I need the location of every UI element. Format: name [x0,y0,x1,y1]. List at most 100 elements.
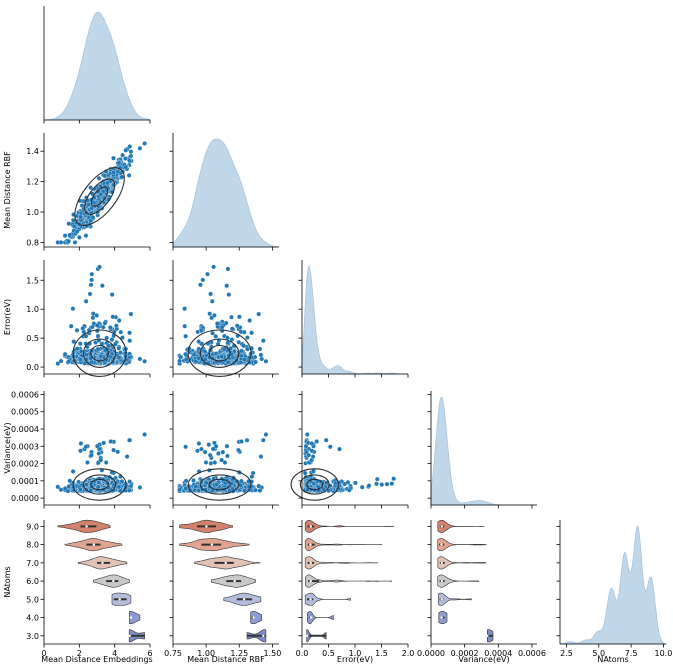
violin-median [128,634,131,637]
scatter-point [78,441,84,446]
scatter-point [80,326,86,331]
y-tick-label: 5.0 [26,595,39,604]
diag-kde-0 [43,11,151,121]
scatter-point [85,460,90,465]
scatter-point [89,324,95,330]
scatter-point [108,439,114,444]
scatter-point [241,329,247,335]
scatter-point [123,164,128,170]
violin-median [210,543,214,546]
x-tick-label: 0.0000 [417,649,445,658]
scatter-point [353,480,358,486]
scatter-point [309,457,314,463]
scatter-point [103,460,109,465]
scatter-point [263,358,269,364]
scatter-point [109,337,115,342]
scatter-point [116,345,122,351]
scatter-point [127,351,132,357]
scatter-point [66,359,72,364]
y-tick-label: 0.0003 [11,442,39,451]
scatter-point [66,484,72,489]
scatter-point [245,335,250,340]
scatter-point [83,333,89,339]
x-tick-label: 0.0006 [518,649,546,658]
scatter-point [106,343,111,349]
scatter-point [216,451,221,456]
kde-contour-2 [72,468,127,501]
scatter-point [93,340,98,345]
violin-median [129,616,133,619]
scatter-point [116,160,122,166]
scatter-point [127,330,132,336]
violin-median [252,616,255,619]
scatter-point [128,149,134,155]
scatter-error-vs-mean-distance-rbf [177,264,269,377]
y-tick-label: 0.8 [26,238,39,247]
scatter-point [384,481,390,487]
violin-median [224,561,227,565]
y-tick-label: 7.0 [26,559,39,568]
scatter-point [115,449,121,455]
scatter-point [196,487,201,493]
scatter-point [200,277,206,283]
scatter-point [72,240,78,245]
scatter-point [196,441,202,446]
violin-9 [304,519,394,533]
scatter-point [177,358,182,364]
scatter-point [205,271,210,277]
scatter-point [74,229,80,234]
scatter-point [195,448,200,454]
y-axis-title-1: Mean Distance RBF [3,151,12,229]
x-tick-label: 0.0 [296,649,309,658]
violin-median [486,634,489,637]
violin-median [101,561,104,565]
scatter-point [210,446,216,452]
scatter-point [88,282,94,288]
scatter-point [95,484,101,490]
y-tick-label: 4.0 [26,614,39,623]
scatter-point [213,333,219,339]
x-axis-title-3: Variance(eV) [458,655,509,664]
kde-contour-2 [187,468,252,501]
scatter-point [67,478,73,484]
scatter-point [244,437,250,443]
scatter-point [196,339,202,344]
scatter-point [142,358,147,364]
y-tick-label: 0.0001 [11,477,39,486]
violin-8 [304,538,383,552]
x-tick-label: 1.50 [263,649,281,658]
scatter-point [127,437,133,443]
scatter-point [389,481,395,486]
diag-kde-4 [559,525,667,645]
scatter-point [198,282,203,288]
kde-contour-0 [90,478,109,491]
violin-median [309,579,312,583]
scatter-point [96,451,102,456]
y-tick-label: 3.0 [26,632,39,641]
scatter-point [183,333,188,339]
diag-kde-3 [430,396,537,506]
scatter-point [142,141,147,146]
scatter-point [249,330,254,336]
x-tick-label: 10.0 [655,649,673,658]
scatter-point [253,359,258,365]
x-axis-title-0: Mean Distance Embeddings [41,655,152,664]
violin-median [118,598,121,601]
scatter-point [263,432,269,437]
y-tick-label: 0.0004 [11,425,39,434]
violin-median [309,543,312,546]
kde-contour-0 [90,344,109,362]
scatter-point [249,474,255,479]
scatter-point [78,487,83,492]
scatter-point [311,481,317,486]
violin-median [262,634,265,637]
scatter-point [211,264,216,270]
scatter-point [209,298,215,304]
scatter-point [224,443,230,449]
scatter-point [359,484,365,490]
scatter-point [379,482,385,487]
scatter-point [124,454,130,459]
scatter-point [183,444,188,450]
scatter-point [84,482,89,487]
violin-8 [437,538,487,552]
